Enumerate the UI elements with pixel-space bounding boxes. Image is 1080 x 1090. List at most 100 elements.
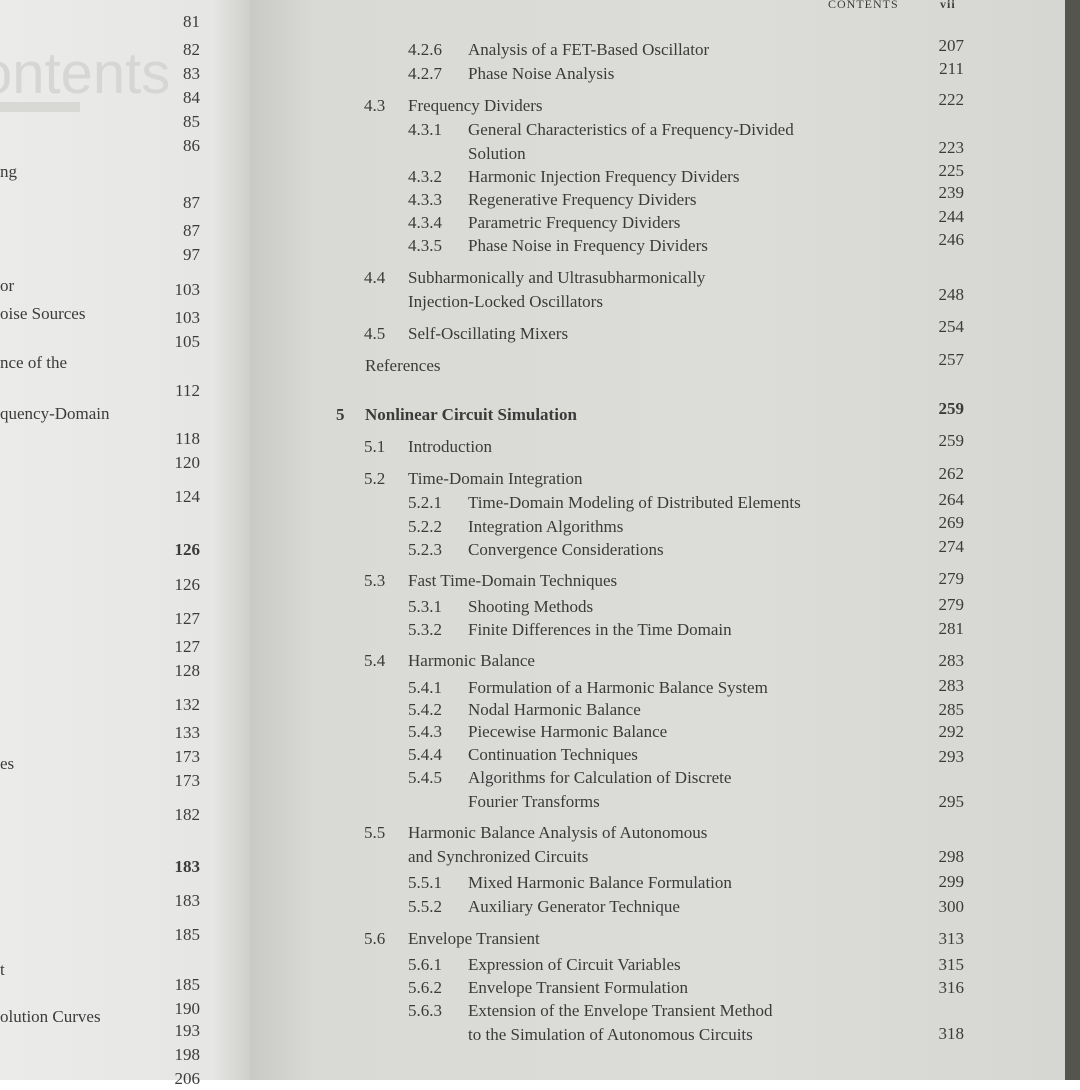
entry-number: 5.4.1 <box>408 678 442 697</box>
entry-page: 318 <box>938 1024 965 1043</box>
entry-title: Time-Domain Integration <box>408 469 583 488</box>
entry-title: oise Sources <box>0 304 86 323</box>
entry-page: 246 <box>938 230 965 249</box>
page-number: 87 <box>183 193 200 212</box>
entry-page: 283 <box>938 651 965 670</box>
entry-page: 264 <box>938 490 965 509</box>
entry-title: Nodal Harmonic Balance <box>468 700 641 719</box>
entry-number: 4.3.4 <box>408 213 442 232</box>
entry-number: 5.6.2 <box>408 978 442 997</box>
entry-number: 5.2.3 <box>408 540 442 559</box>
entry-title: Frequency Dividers <box>408 96 543 115</box>
entry-page: 225 <box>938 161 965 180</box>
entry-number: 4.3.1 <box>408 120 442 139</box>
entry-title: Mixed Harmonic Balance Formulation <box>468 873 732 892</box>
entry-title: Regenerative Frequency Dividers <box>468 190 697 209</box>
page-number: 128 <box>174 661 201 680</box>
entry-title: Injection-Locked Oscillators <box>408 292 603 311</box>
entry-number: 5.4.5 <box>408 768 442 787</box>
entry-number: 4.3.2 <box>408 167 442 186</box>
entry-number: 5.2.1 <box>408 493 442 512</box>
entry-title: Integration Algorithms <box>468 517 624 536</box>
page-number: 173 <box>174 747 201 766</box>
entry-title: Formulation of a Harmonic Balance System <box>468 678 768 697</box>
page-number: 183 <box>174 857 201 876</box>
page-number: 183 <box>174 891 201 910</box>
entry-title: Time-Domain Modeling of Distributed Elem… <box>468 493 801 512</box>
entry-page: 281 <box>938 619 965 638</box>
page-number: 84 <box>183 88 200 107</box>
entry-page: 295 <box>938 792 965 811</box>
running-head: CONTENTS <box>828 0 899 11</box>
entry-number: 5.4.2 <box>408 700 442 719</box>
entry-page: 211 <box>939 59 964 78</box>
entry-title: or <box>0 276 15 295</box>
entry-number: 4.3.3 <box>408 190 442 209</box>
entry-title: Extension of the Envelope Transient Meth… <box>468 1001 773 1020</box>
entry-page: 223 <box>938 138 965 157</box>
page-number: 81 <box>183 12 200 31</box>
entry-number: 5.5.2 <box>408 897 442 916</box>
page-number: 198 <box>174 1045 201 1064</box>
entry-number: 5.3 <box>364 571 386 590</box>
entry-title: Analysis of a FET-Based Oscillator <box>468 40 710 59</box>
entry-title: Auxiliary Generator Technique <box>468 897 680 916</box>
page-number: 87 <box>183 221 200 240</box>
book-edge <box>1065 0 1080 1080</box>
entry-page: 257 <box>938 350 965 369</box>
entry-page: 259 <box>938 431 965 450</box>
right-page <box>250 0 1065 1080</box>
page-number: 103 <box>174 280 201 299</box>
entry-title: Harmonic Balance Analysis of Autonomous <box>408 823 708 842</box>
page-number: 185 <box>174 925 201 944</box>
entry-title: Nonlinear Circuit Simulation <box>365 405 577 424</box>
entry-number: 5.4.4 <box>408 745 442 764</box>
entry-title: Self-Oscillating Mixers <box>408 324 569 343</box>
entry-page: 298 <box>938 847 965 866</box>
page-number: 118 <box>175 429 200 448</box>
entry-title: Algorithms for Calculation of Discrete <box>468 768 732 787</box>
entry-title: Parametric Frequency Dividers <box>468 213 681 232</box>
entry-page: 244 <box>938 207 965 226</box>
page-number: 182 <box>174 805 201 824</box>
entry-title: nce of the <box>0 353 68 372</box>
page-number: 185 <box>174 975 201 994</box>
entry-page: 269 <box>938 513 965 532</box>
page-number: 132 <box>174 695 201 714</box>
entry-page: 259 <box>938 399 965 418</box>
page-number: 126 <box>174 540 201 559</box>
entry-page: 279 <box>938 569 965 588</box>
entry-title: and Synchronized Circuits <box>408 847 589 866</box>
running-page: vii <box>940 0 956 11</box>
entry-title: t <box>0 960 5 979</box>
entry-number: 4.4 <box>364 268 386 287</box>
entry-title: Fourier Transforms <box>468 792 600 811</box>
entry-number: 4.2.7 <box>408 64 442 83</box>
page-number: 82 <box>183 40 200 59</box>
entry-number: 4.5 <box>364 324 386 343</box>
entry-page: 300 <box>938 897 965 916</box>
entry-title: Fast Time-Domain Techniques <box>408 571 618 590</box>
page-number: 173 <box>174 771 201 790</box>
entry-title: ng <box>0 162 17 181</box>
page-number: 124 <box>174 487 201 506</box>
entry-page: 315 <box>938 955 965 974</box>
page-number: 85 <box>183 112 200 131</box>
entry-page: 283 <box>938 676 965 695</box>
entry-page: 274 <box>938 537 965 556</box>
entry-number: 5.5.1 <box>408 873 442 892</box>
entry-title: General Characteristics of a Frequency-D… <box>468 120 794 139</box>
entry-page: 207 <box>938 36 965 55</box>
entry-page: 222 <box>938 90 965 109</box>
entry-number: 5.2 <box>364 469 386 488</box>
entry-title: Harmonic Balance <box>408 651 535 670</box>
page-number: 86 <box>183 136 200 155</box>
page-number: 120 <box>174 453 201 472</box>
entry-title: Subharmonically and Ultrasubharmonically <box>408 268 706 287</box>
page-number: 83 <box>183 64 200 83</box>
entry-number: 4.2.6 <box>408 40 442 59</box>
entry-title: Envelope Transient <box>408 929 540 948</box>
entry-page: 316 <box>938 978 965 997</box>
page-number: 126 <box>174 575 201 594</box>
entry-title: Finite Differences in the Time Domain <box>468 620 732 639</box>
